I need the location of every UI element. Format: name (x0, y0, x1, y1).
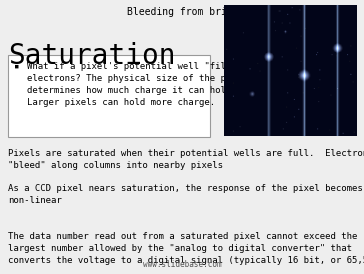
Text: The data number read out from a saturated pixel cannot exceed the
largest number: The data number read out from a saturate… (8, 232, 364, 265)
Text: What if a pixel's potential well "fills up" with
electrons? The physical size of: What if a pixel's potential well "fills … (27, 62, 285, 107)
Text: Saturation: Saturation (8, 42, 175, 70)
Text: As a CCD pixel nears saturation, the response of the pixel becomes
non-linear: As a CCD pixel nears saturation, the res… (8, 184, 363, 205)
Text: Pixels are saturated when their potential wells are full.  Electrons
"bleed" alo: Pixels are saturated when their potentia… (8, 149, 364, 170)
Text: Bleeding from bright stars: Bleeding from bright stars (127, 7, 280, 17)
Text: ▪: ▪ (14, 62, 19, 71)
Text: www.slidebase.com: www.slidebase.com (143, 260, 221, 269)
FancyBboxPatch shape (8, 55, 210, 137)
